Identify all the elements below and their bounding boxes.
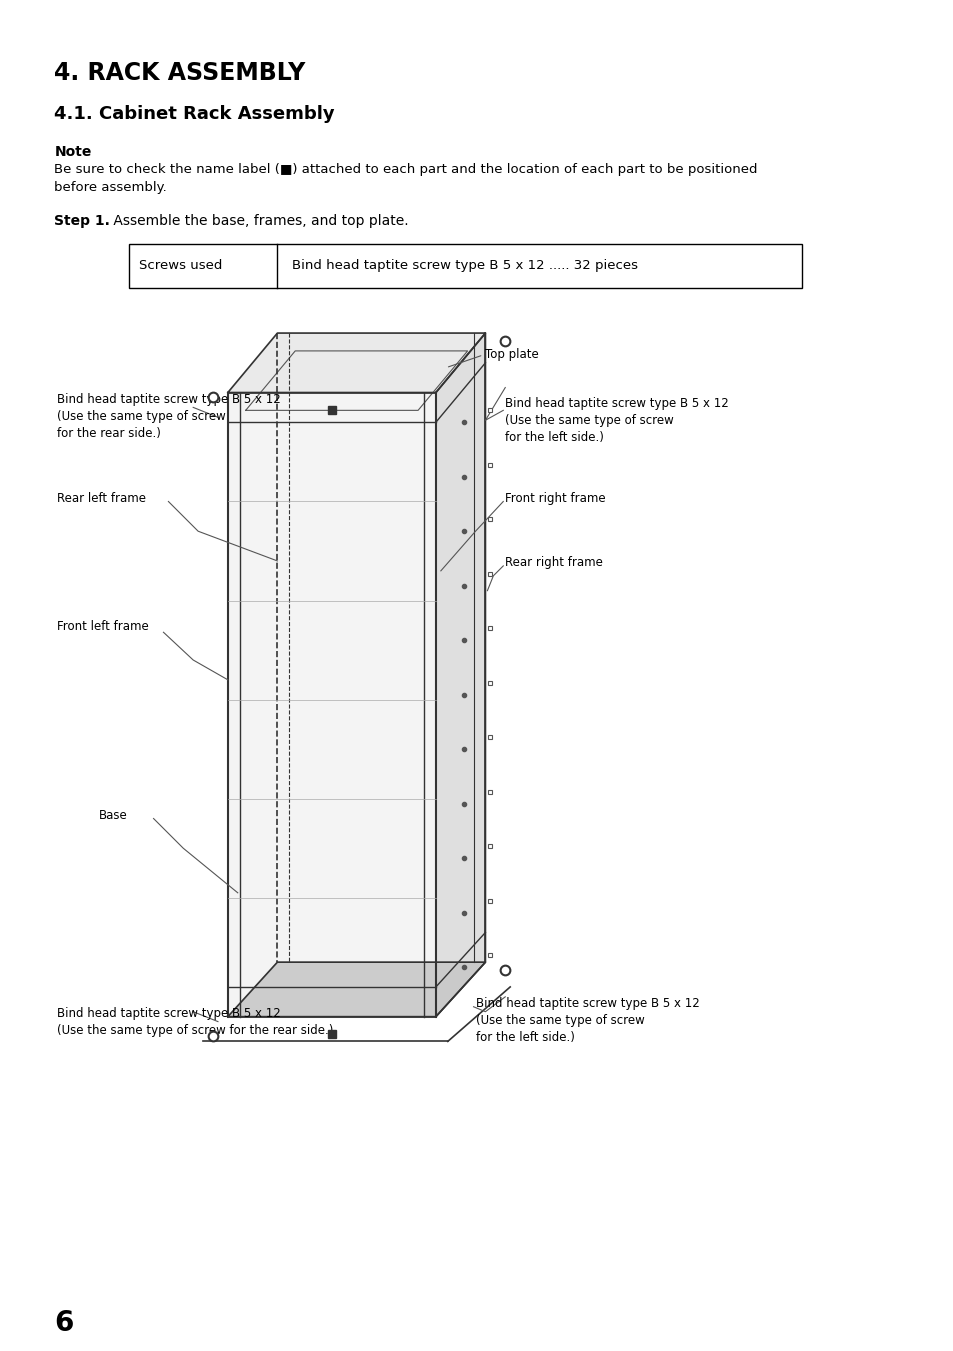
Polygon shape xyxy=(228,962,485,1017)
Text: Note: Note xyxy=(54,145,91,159)
Text: 6: 6 xyxy=(54,1309,73,1337)
Polygon shape xyxy=(436,334,485,1017)
Polygon shape xyxy=(228,334,485,393)
Bar xyxy=(129,245,801,289)
Text: Top plate: Top plate xyxy=(485,349,538,361)
Text: Rear left frame: Rear left frame xyxy=(57,492,147,504)
Text: Base: Base xyxy=(99,809,128,821)
Text: Bind head taptite screw type B 5 x 12 ..... 32 pieces: Bind head taptite screw type B 5 x 12 ..… xyxy=(292,259,638,272)
Polygon shape xyxy=(228,393,436,1017)
Text: Front left frame: Front left frame xyxy=(57,620,149,634)
Text: Screws used: Screws used xyxy=(138,259,222,272)
Text: Bind head taptite screw type B 5 x 12
(Use the same type of screw
for the rear s: Bind head taptite screw type B 5 x 12 (U… xyxy=(57,393,281,439)
Text: Rear right frame: Rear right frame xyxy=(505,557,602,569)
Text: Assemble the base, frames, and top plate.: Assemble the base, frames, and top plate… xyxy=(109,215,408,228)
Text: 4. RACK ASSEMBLY: 4. RACK ASSEMBLY xyxy=(54,61,306,85)
Text: Bind head taptite screw type B 5 x 12
(Use the same type of screw
for the left s: Bind head taptite screw type B 5 x 12 (U… xyxy=(475,997,699,1044)
Text: 4.1. Cabinet Rack Assembly: 4.1. Cabinet Rack Assembly xyxy=(54,105,335,123)
Text: Bind head taptite screw type B 5 x 12
(Use the same type of screw
for the left s: Bind head taptite screw type B 5 x 12 (U… xyxy=(505,397,728,444)
Text: Be sure to check the name label (■) attached to each part and the location of ea: Be sure to check the name label (■) atta… xyxy=(54,162,758,193)
Text: Front right frame: Front right frame xyxy=(505,492,605,504)
Text: Bind head taptite screw type B 5 x 12
(Use the same type of screw for the rear s: Bind head taptite screw type B 5 x 12 (U… xyxy=(57,1006,334,1036)
Text: Step 1.: Step 1. xyxy=(54,215,111,228)
